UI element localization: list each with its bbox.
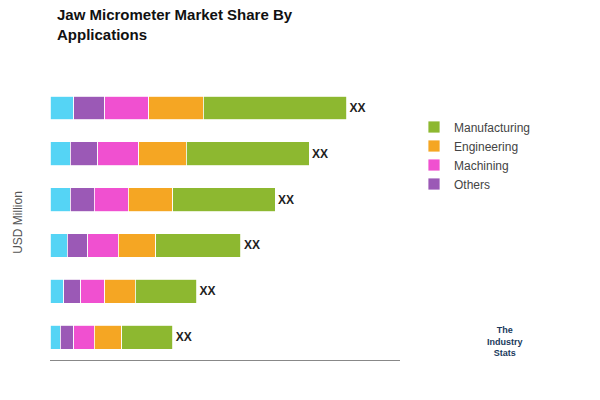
svg-text:USD Million: USD Million xyxy=(11,191,25,254)
svg-text:XX: XX xyxy=(278,193,294,207)
svg-text:Engineering: Engineering xyxy=(454,140,518,154)
svg-text:TheIndustryStats: TheIndustryStats xyxy=(487,325,523,358)
svg-text:Jaw Micrometer Market Share By: Jaw Micrometer Market Share ByApplicatio… xyxy=(57,6,293,43)
svg-text:XX: XX xyxy=(350,101,366,115)
svg-text:XX: XX xyxy=(312,147,328,161)
svg-text:Others: Others xyxy=(454,178,490,192)
svg-text:Manufacturing: Manufacturing xyxy=(454,121,530,135)
svg-text:Machining: Machining xyxy=(454,159,509,173)
svg-text:XX: XX xyxy=(244,238,260,252)
svg-text:XX: XX xyxy=(176,330,192,344)
svg-text:XX: XX xyxy=(200,284,216,298)
